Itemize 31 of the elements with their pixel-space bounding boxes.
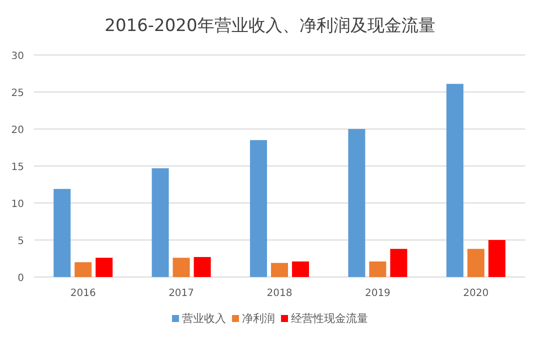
y-tick-label: 15 xyxy=(11,162,24,173)
y-tick-label: 10 xyxy=(11,199,24,210)
bar xyxy=(194,257,211,277)
y-tick-label: 30 xyxy=(11,51,24,62)
x-tick-label: 2018 xyxy=(266,288,292,299)
bar xyxy=(96,258,113,277)
legend-label: 净利润 xyxy=(242,312,275,325)
bar xyxy=(488,240,506,277)
bar xyxy=(369,261,386,277)
bar xyxy=(250,140,267,277)
y-tick-label: 25 xyxy=(11,88,24,99)
chart-title: 2016-2020年营业收入、净利润及现金流量 xyxy=(104,16,436,36)
y-tick-label: 20 xyxy=(11,125,24,136)
legend-label: 营业收入 xyxy=(182,312,226,325)
bar xyxy=(467,248,484,277)
y-tick-label: 0 xyxy=(18,273,24,284)
bar xyxy=(292,261,309,277)
x-tick-label: 2016 xyxy=(70,288,96,299)
bar xyxy=(348,129,366,277)
bar xyxy=(390,248,408,277)
bar xyxy=(446,84,464,277)
legend-label: 经营性现金流量 xyxy=(291,312,368,325)
bar xyxy=(54,188,71,277)
bar xyxy=(74,262,92,277)
x-tick-label: 2019 xyxy=(364,288,390,299)
y-tick-label: 5 xyxy=(18,236,24,247)
bar xyxy=(271,262,288,277)
bar xyxy=(172,258,190,277)
bar xyxy=(152,168,169,277)
x-tick-label: 2017 xyxy=(168,288,194,299)
x-tick-label: 2020 xyxy=(463,288,489,299)
